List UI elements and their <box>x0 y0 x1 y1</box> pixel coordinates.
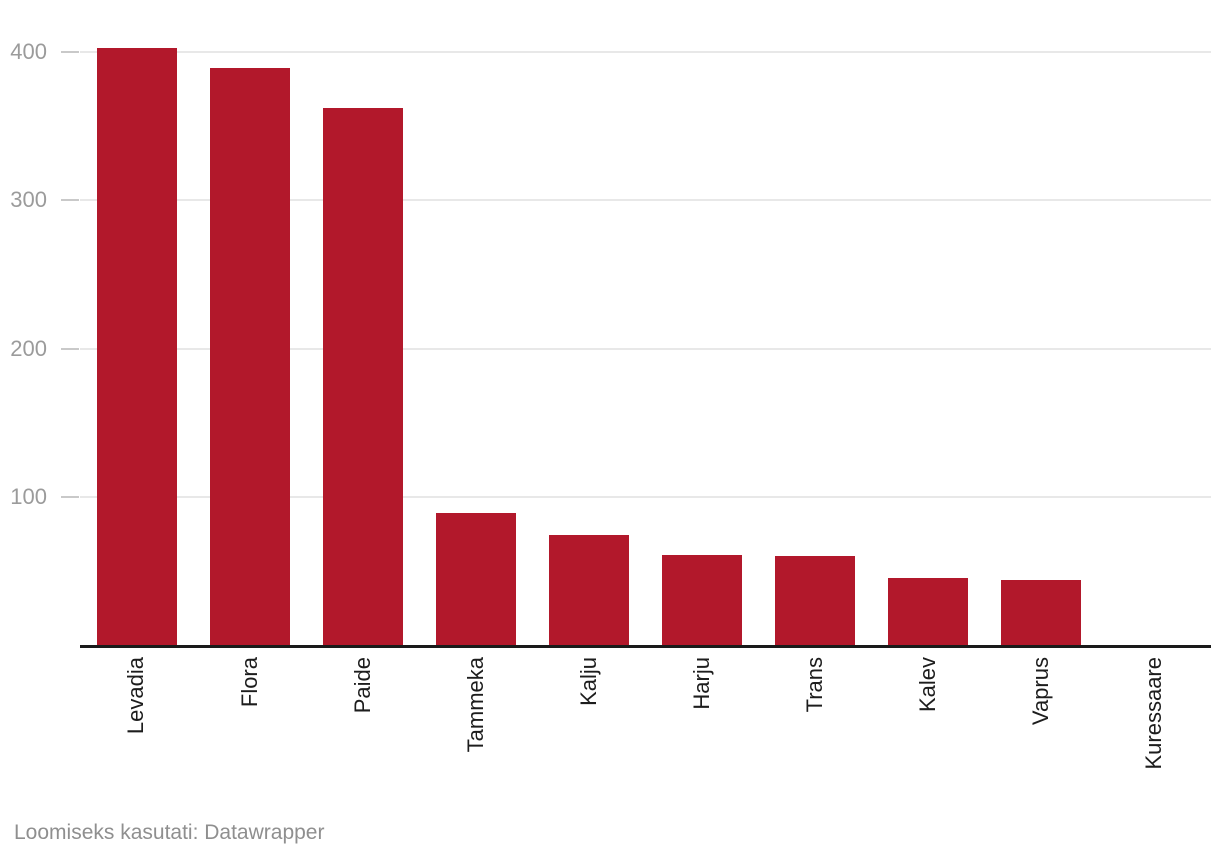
y-tick-mark <box>61 347 79 350</box>
bar-kalev <box>888 578 969 645</box>
x-label-kuressaare: Kuressaare <box>1141 657 1167 770</box>
bar-paide <box>322 108 403 645</box>
y-tick-mark <box>61 495 79 498</box>
y-tick-label: 400 <box>10 39 47 64</box>
x-label-cell: Kuressaare <box>1098 657 1211 807</box>
x-label-kalju: Kalju <box>575 657 601 706</box>
plot-area: 100 200 300 400 <box>10 0 1211 645</box>
bar-column-flora <box>193 0 306 645</box>
x-label-cell: Vaprus <box>985 657 1098 807</box>
x-label-flora: Flora <box>236 657 262 708</box>
x-label-paide: Paide <box>349 657 375 714</box>
bar-column-levadia <box>80 0 193 645</box>
bar-column-kalev <box>872 0 985 645</box>
x-axis-line <box>80 645 1211 648</box>
bar-kalju <box>548 535 629 645</box>
bar-column-harju <box>645 0 758 645</box>
bar-trans <box>775 556 856 645</box>
y-tick-label: 300 <box>10 187 47 213</box>
bar-column-trans <box>759 0 872 645</box>
x-label-cell: Kalju <box>532 657 645 807</box>
bar-vaprus <box>1001 579 1082 645</box>
bar-column-kalju <box>532 0 645 645</box>
x-label-cell: Paide <box>306 657 419 807</box>
x-label-harju: Harju <box>688 657 714 710</box>
gridline <box>80 347 1211 350</box>
bar-levadia <box>96 47 177 645</box>
x-label-cell: Harju <box>645 657 758 807</box>
x-label-trans: Trans <box>802 657 828 713</box>
bar-column-tammeka <box>419 0 532 645</box>
attribution-text: Loomiseks kasutati: Datawrapper <box>14 821 325 844</box>
y-tick-label: 100 <box>10 483 47 509</box>
x-label-cell: Kalev <box>872 657 985 807</box>
x-label-vaprus: Vaprus <box>1028 657 1054 726</box>
bar-tammeka <box>435 513 516 645</box>
x-label-cell: Flora <box>193 657 306 807</box>
y-tick-mark <box>61 51 79 53</box>
bar-column-paide <box>306 0 419 645</box>
gridline <box>80 51 1211 53</box>
gridline <box>80 199 1211 202</box>
y-tick-label: 200 <box>10 335 47 361</box>
x-label-levadia: Levadia <box>123 657 149 735</box>
x-axis-labels: Levadia Flora Paide Tammeka Kalju Harju Trans K… <box>80 657 1211 807</box>
x-label-tammeka: Tammeka <box>462 657 488 753</box>
gridline <box>80 495 1211 498</box>
x-label-cell: Tammeka <box>419 657 532 807</box>
bar-flora <box>209 68 290 645</box>
x-label-cell: Levadia <box>80 657 193 807</box>
x-label-kalev: Kalev <box>915 657 941 713</box>
x-label-cell: Trans <box>759 657 872 807</box>
bar-column-vaprus <box>985 0 1098 645</box>
bar-harju <box>662 554 743 645</box>
bars-layer <box>80 0 1211 645</box>
bar-column-kuressaare <box>1098 0 1211 645</box>
y-tick-mark <box>61 199 79 202</box>
